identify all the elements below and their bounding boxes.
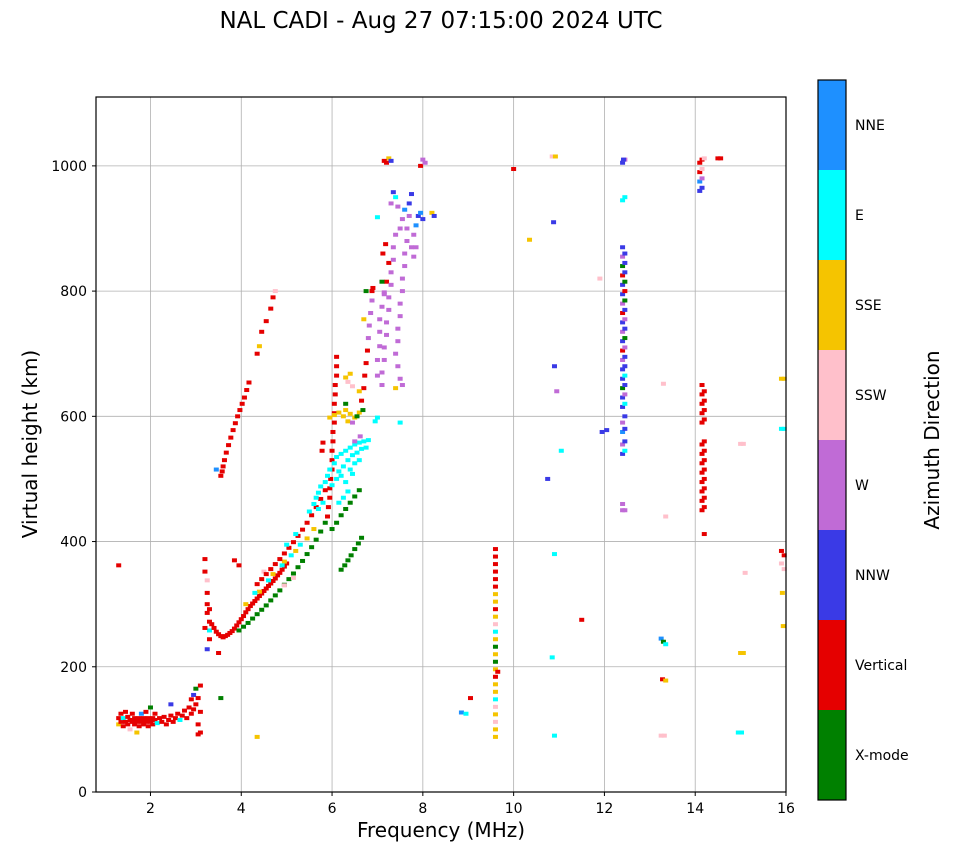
x-axis-label: Frequency (MHz)	[356, 818, 526, 842]
colorbar-segment	[818, 170, 846, 261]
x-tick-label: 8	[418, 801, 427, 817]
colorbar-category-label: NNE	[855, 118, 885, 134]
x-tick-label: 6	[328, 801, 337, 817]
chart-title: NAL CADI - Aug 27 07:15:00 2024 UTC	[219, 8, 663, 34]
grid-lines	[96, 97, 787, 793]
x-tick-label: 2	[146, 801, 155, 817]
y-tick-label: 400	[60, 535, 87, 551]
colorbar: NNE E SSE SSW W NNW Vertical X-mode	[817, 79, 909, 801]
colorbar-category-label: E	[855, 208, 864, 224]
x-tick-label: 14	[686, 801, 704, 817]
y-tick-label: 1000	[51, 159, 87, 175]
x-tick-label: 4	[237, 801, 246, 817]
axes-border	[95, 96, 787, 793]
data-points	[116, 154, 787, 739]
y-tick-label: 600	[60, 409, 87, 425]
colorbar-segment	[818, 80, 846, 171]
colorbar-category-label: SSW	[855, 388, 887, 404]
colorbar-segment	[818, 260, 846, 351]
y-ticks: 0 200 400 600 800 1000	[51, 159, 96, 801]
y-tick-label: 800	[60, 284, 87, 300]
x-tick-label: 16	[777, 801, 795, 817]
colorbar-category-label: NNW	[855, 568, 890, 584]
colorbar-segment	[818, 620, 846, 711]
x-ticks: 2 4 6 8 10 12 14 16	[146, 792, 795, 817]
y-tick-label: 0	[78, 785, 87, 801]
colorbar-category-label: W	[855, 478, 869, 494]
colorbar-segment	[818, 440, 846, 531]
colorbar-category-label: SSE	[855, 298, 882, 314]
x-tick-label: 12	[596, 801, 614, 817]
x-tick-label: 10	[505, 801, 523, 817]
colorbar-segment	[818, 530, 846, 621]
colorbar-category-label: X-mode	[855, 748, 909, 764]
y-tick-label: 200	[60, 660, 87, 676]
colorbar-segment	[818, 710, 846, 801]
colorbar-category-label: Vertical	[855, 658, 907, 674]
colorbar-segment	[818, 350, 846, 441]
